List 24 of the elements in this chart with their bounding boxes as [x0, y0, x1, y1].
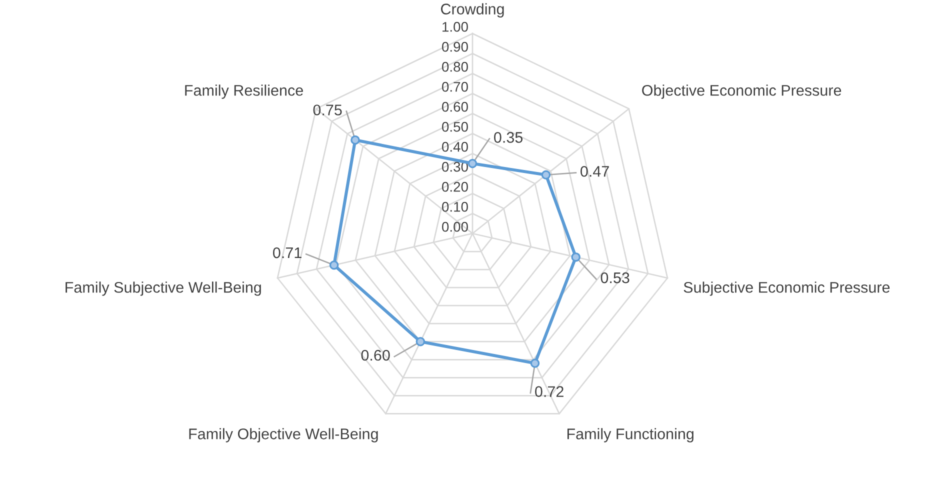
- data-label: 0.72: [535, 386, 564, 397]
- data-label: 0.71: [273, 247, 302, 258]
- data-label: 0.60: [361, 350, 390, 361]
- spoke-label: Family Functioning: [567, 428, 694, 442]
- data-label: 0.53: [600, 272, 630, 284]
- y-tick-label: 0.80: [442, 62, 468, 72]
- y-tick-label: 0.40: [442, 142, 468, 152]
- spoke-label: Subjective Economic Pressure: [684, 282, 890, 296]
- spoke-label: Family Objective Well-Being: [189, 428, 378, 442]
- y-tick-label: 0.00: [442, 222, 468, 232]
- y-tick-label: 0.70: [442, 82, 468, 92]
- spoke-label: Objective Economic Pressure: [642, 84, 842, 99]
- spoke-label: Family Subjective Well-Being: [66, 282, 261, 296]
- y-tick-label: 0.50: [442, 122, 468, 132]
- y-tick-label: 1.00: [442, 22, 468, 32]
- y-tick-label: 0.10: [442, 202, 468, 212]
- spoke-label: Crowding: [441, 3, 504, 18]
- spoke-label: Family Resilience: [185, 84, 303, 99]
- data-label: 0.75: [313, 104, 342, 116]
- data-label: 0.35: [494, 132, 523, 143]
- data-label: 0.47: [580, 166, 609, 177]
- y-tick-label: 0.60: [442, 102, 468, 112]
- y-tick-label: 0.20: [442, 182, 468, 192]
- y-tick-label: 0.90: [442, 42, 468, 52]
